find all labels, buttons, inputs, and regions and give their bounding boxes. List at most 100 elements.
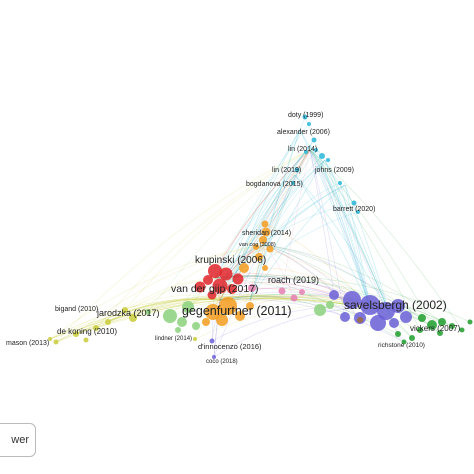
network-node[interactable] [437, 330, 443, 336]
network-node[interactable] [177, 317, 187, 327]
network-node[interactable] [73, 331, 79, 337]
network-node[interactable] [356, 210, 360, 214]
network-node[interactable] [340, 312, 350, 322]
node-label-krupinski[interactable]: krupinski (2006) [195, 255, 266, 266]
node-label-vickers[interactable]: vickers (2007) [410, 324, 461, 333]
network-node[interactable] [351, 200, 357, 206]
network-node[interactable] [459, 327, 465, 333]
node-label-bigand[interactable]: bigand (2010) [55, 306, 98, 313]
node-label-dekoning[interactable]: de koning (2010) [57, 327, 117, 336]
network-node[interactable] [212, 355, 216, 359]
network-node[interactable] [307, 122, 311, 126]
network-node[interactable] [212, 278, 228, 294]
network-node[interactable] [427, 320, 437, 330]
network-node[interactable] [105, 319, 111, 325]
network-node[interactable] [53, 339, 59, 345]
network-node[interactable] [239, 263, 249, 273]
network-node[interactable] [467, 319, 473, 325]
network-node[interactable] [175, 327, 181, 333]
network-node[interactable] [290, 294, 298, 302]
network-node[interactable] [400, 311, 412, 323]
network-node[interactable] [48, 337, 52, 341]
network-node[interactable] [194, 281, 206, 293]
network-node[interactable] [326, 301, 334, 309]
network-node[interactable] [261, 227, 271, 237]
network-node[interactable] [370, 315, 386, 331]
network-node[interactable] [253, 244, 259, 250]
network-node[interactable] [227, 284, 237, 294]
network-node[interactable] [360, 295, 380, 315]
network-node[interactable] [291, 181, 295, 185]
network-node[interactable] [311, 137, 317, 143]
node-label-mason[interactable]: mason (2013) [6, 340, 49, 347]
network-node[interactable] [314, 304, 326, 316]
network-node[interactable] [219, 267, 233, 281]
network-node[interactable] [299, 289, 305, 295]
network-node[interactable] [294, 167, 300, 173]
network-node[interactable] [246, 302, 254, 310]
network-node[interactable] [259, 236, 267, 244]
network-node[interactable] [248, 284, 256, 292]
network-node[interactable] [122, 307, 128, 313]
network-node[interactable] [417, 327, 423, 333]
network-node[interactable] [208, 264, 222, 278]
node-label-gegenfurtner[interactable]: gegenfurtner (2011) [182, 304, 292, 318]
network-node[interactable] [262, 265, 268, 271]
network-node[interactable] [343, 291, 361, 309]
network-node[interactable] [202, 318, 210, 326]
network-node[interactable] [326, 158, 330, 162]
network-node[interactable] [83, 337, 89, 343]
network-node[interactable] [145, 309, 151, 315]
network-node[interactable] [235, 311, 245, 321]
node-label-jarodzka[interactable]: jarodzka (2017) [96, 308, 160, 318]
node-label-lindner[interactable]: lindner (2014) [155, 336, 192, 342]
node-label-dinnocenzo[interactable]: d'innocenzo (2016) [198, 342, 262, 351]
network-node[interactable] [395, 331, 401, 337]
network-node[interactable] [203, 275, 213, 285]
network-node[interactable] [216, 314, 228, 326]
network-node[interactable] [319, 153, 325, 159]
node-label-vancog[interactable]: van cog (2008) [239, 242, 276, 248]
node-label-doty[interactable]: doty (1999) [288, 112, 323, 119]
node-label-alexander[interactable]: alexander (2006) [277, 129, 330, 136]
node-label-sheridan[interactable]: sheridan (2014) [242, 230, 291, 237]
network-node[interactable] [207, 290, 217, 300]
node-label-lin2014[interactable]: lin (2014) [288, 146, 317, 153]
network-node[interactable] [182, 301, 194, 313]
node-label-coco[interactable]: coco (2018) [206, 359, 238, 365]
node-label-roach[interactable]: roach (2019) [268, 275, 319, 285]
network-node[interactable] [193, 337, 197, 341]
node-label-vandergijp[interactable]: van der gijp (2017) [171, 283, 259, 295]
network-node[interactable] [93, 325, 99, 331]
node-label-barrett[interactable]: barrett (2020) [333, 206, 375, 213]
network-node[interactable] [255, 253, 263, 261]
viewer-button[interactable]: wer [0, 423, 36, 457]
network-node[interactable] [314, 148, 318, 152]
network-node[interactable] [205, 304, 221, 320]
network-node[interactable] [338, 181, 342, 185]
node-label-richstone[interactable]: richstone (2010) [378, 342, 425, 349]
network-node[interactable] [129, 314, 137, 322]
network-node[interactable] [261, 220, 269, 228]
network-node[interactable] [389, 318, 399, 328]
network-node[interactable] [302, 114, 308, 120]
network-node[interactable] [418, 314, 426, 322]
network-node[interactable] [357, 317, 363, 323]
network-node[interactable] [391, 299, 405, 313]
network-node[interactable] [266, 245, 274, 253]
network-node[interactable] [219, 297, 237, 315]
node-label-lin2019[interactable]: lin (2019) [272, 167, 301, 174]
network-node[interactable] [377, 302, 395, 320]
network-node[interactable] [329, 290, 339, 300]
network-node[interactable] [401, 339, 407, 345]
network-node[interactable] [409, 335, 415, 341]
network-node[interactable] [232, 273, 244, 285]
network-node[interactable] [278, 287, 286, 295]
network-node[interactable] [163, 309, 177, 323]
node-label-savelsbergh[interactable]: savelsbergh (2002) [344, 298, 447, 312]
network-node[interactable] [192, 322, 200, 330]
network-node[interactable] [209, 338, 215, 344]
node-label-bogdanova[interactable]: bogdanova (2015) [246, 181, 303, 188]
network-node[interactable] [449, 323, 455, 329]
node-label-johns[interactable]: johns (2009) [314, 167, 354, 174]
